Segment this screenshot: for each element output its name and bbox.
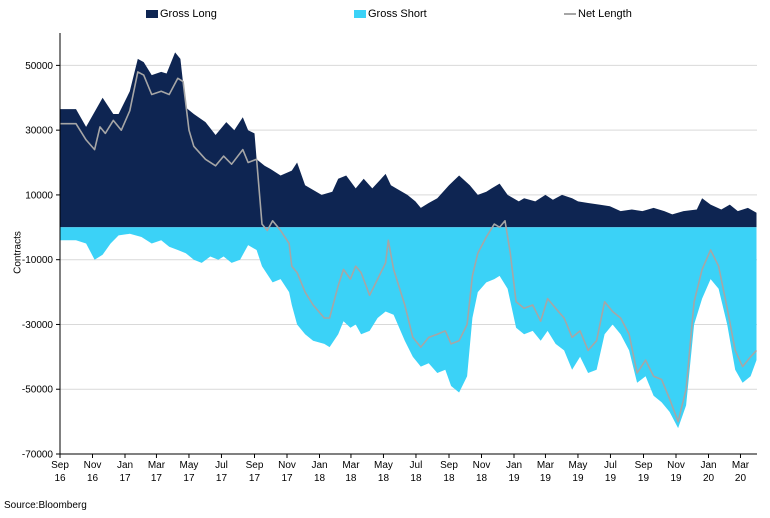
legend-swatch-net-length — [564, 13, 576, 15]
line-layer — [60, 71, 758, 423]
x-tick-label: Sep — [635, 460, 653, 471]
x-tick-label: 16 — [54, 473, 66, 484]
y-tick-label: -70000 — [22, 450, 54, 461]
x-tick-label: Mar — [732, 460, 750, 471]
x-tick-label: 17 — [151, 473, 163, 484]
x-tick-label: 18 — [476, 473, 488, 484]
x-tick-label: 17 — [249, 473, 261, 484]
x-tick-label: Jul — [604, 460, 617, 471]
x-tick-label: 19 — [670, 473, 682, 484]
legend-swatch-gross-long — [146, 10, 158, 18]
x-tick-label: Nov — [473, 460, 491, 471]
x-tick-label: Jan — [700, 460, 716, 471]
legend-label-gross-long: Gross Long — [160, 8, 217, 20]
legend-item-gross-long: Gross Long — [146, 8, 217, 20]
x-tick-label: Sep — [51, 460, 69, 471]
series-area-gross-long — [60, 52, 757, 228]
x-tick-label: 17 — [281, 473, 293, 484]
x-tick-labels: Sep 16 Nov 16 Jan 17 Mar 17 May 17 Jul 17 Sep 17 Nov 17… — [51, 454, 750, 484]
legend-item-net-length: Net Length — [564, 8, 632, 20]
x-tick-label: 18 — [314, 473, 326, 484]
y-tick-label: -30000 — [22, 320, 54, 331]
x-tick-label: 18 — [345, 473, 357, 484]
x-tick-label: 17 — [119, 473, 131, 484]
x-tick-label: Jan — [117, 460, 133, 471]
x-tick-label: May — [180, 460, 199, 471]
x-tick-label: 19 — [605, 473, 617, 484]
y-axis-label: Contracts — [12, 231, 24, 274]
x-tick-label: 20 — [703, 473, 715, 484]
x-tick-label: 17 — [216, 473, 228, 484]
x-tick-label: 19 — [540, 473, 552, 484]
y-tick-label: 10000 — [25, 190, 53, 201]
axes — [59, 33, 757, 455]
x-tick-label: 19 — [572, 473, 584, 484]
x-tick-label: 18 — [378, 473, 390, 484]
x-tick-label: Jan — [506, 460, 522, 471]
y-tick-label: 50000 — [25, 61, 53, 72]
x-tick-label: Jul — [410, 460, 423, 471]
x-tick-label: May — [569, 460, 588, 471]
x-tick-label: 20 — [735, 473, 747, 484]
x-tick-label: Jul — [215, 460, 228, 471]
y-tick-label: -10000 — [22, 255, 54, 266]
x-tick-label: 19 — [638, 473, 650, 484]
source-note: Source:Bloomberg — [4, 500, 87, 511]
x-tick-label: 16 — [87, 473, 99, 484]
x-tick-label: Nov — [278, 460, 296, 471]
x-tick-label: Mar — [342, 460, 360, 471]
x-tick-label: Nov — [667, 460, 685, 471]
series-line-net-length — [60, 71, 758, 423]
legend: Gross Long Gross Short Net Length — [0, 8, 770, 24]
x-tick-label: May — [374, 460, 393, 471]
x-tick-label: 18 — [410, 473, 422, 484]
x-tick-label: 18 — [443, 473, 455, 484]
x-tick-label: Mar — [148, 460, 166, 471]
x-tick-label: Sep — [246, 460, 264, 471]
legend-item-gross-short: Gross Short — [354, 8, 427, 20]
area-layer — [60, 52, 757, 429]
x-tick-label: 17 — [183, 473, 195, 484]
x-tick-label: Jan — [311, 460, 327, 471]
x-tick-label: Nov — [84, 460, 102, 471]
legend-label-gross-short: Gross Short — [368, 8, 427, 20]
legend-swatch-gross-short — [354, 10, 366, 18]
x-tick-label: Mar — [537, 460, 555, 471]
x-tick-label: Sep — [440, 460, 458, 471]
y-tick-label: -50000 — [22, 385, 54, 396]
legend-label-net-length: Net Length — [578, 8, 632, 20]
y-tick-label: 30000 — [25, 126, 53, 137]
series-area-gross-short — [60, 227, 757, 429]
x-tick-label: 19 — [508, 473, 520, 484]
y-tick-labels: 50000 30000 10000 -10000 -30000 -50000 -70000 — [22, 61, 60, 461]
